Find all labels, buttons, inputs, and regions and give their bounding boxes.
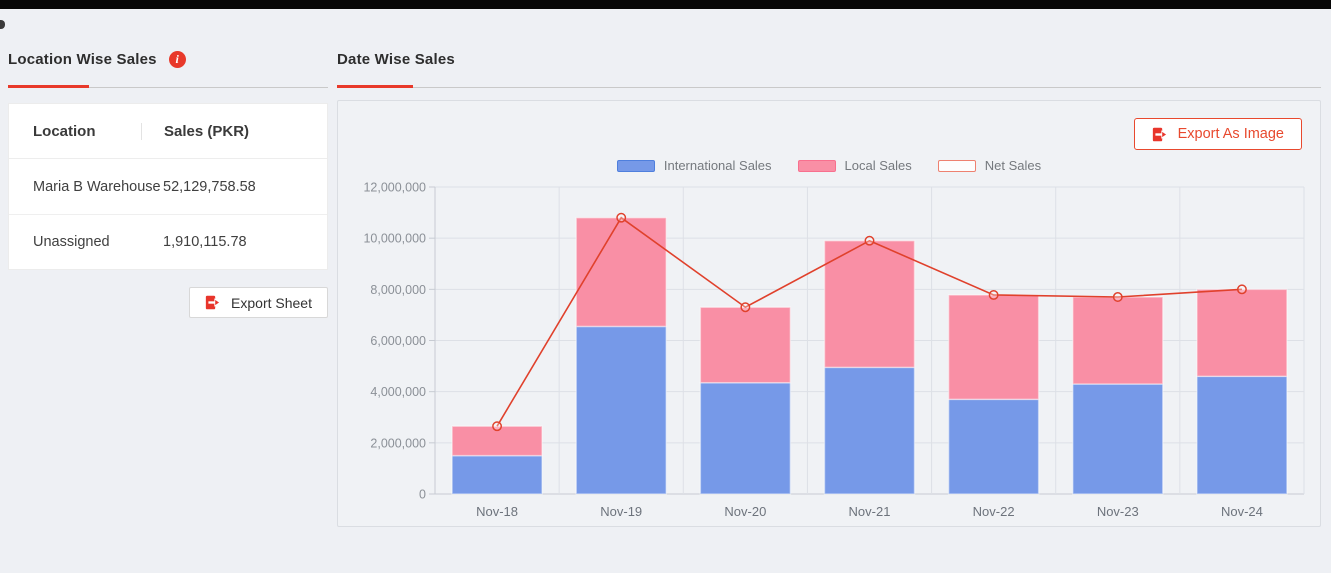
stacked-bar-line-chart: 0 2,000,000 4,000,000 6,000,000 8,000,000 10,… xyxy=(363,181,1305,519)
x-axis-label: Nov-20 xyxy=(724,504,766,519)
y-tick-label: 2,000,000 xyxy=(370,436,426,450)
table-row[interactable]: Unassigned 1,910,115.78 xyxy=(9,214,327,269)
net-sales-marker[interactable] xyxy=(740,302,751,313)
legend-label: International Sales xyxy=(663,158,772,173)
legend-label: Net Sales xyxy=(984,158,1042,173)
y-tick-label: 8,000,000 xyxy=(370,283,426,297)
y-tick-label: 0 xyxy=(419,488,426,502)
location-wise-sales-panel: Location Wise Sales i Location Sales (PK… xyxy=(8,48,328,318)
bar-local-sales[interactable] xyxy=(1196,288,1288,378)
y-tick-label: 4,000,000 xyxy=(370,385,426,399)
column-header-location: Location xyxy=(33,122,96,140)
y-tick-label: 12,000,000 xyxy=(363,181,426,195)
bar-local-sales[interactable] xyxy=(699,306,792,384)
net-sales-marker[interactable] xyxy=(864,235,875,246)
bar-international-sales[interactable] xyxy=(823,366,916,495)
legend-item-net-sales[interactable]: Net Sales xyxy=(937,158,1042,173)
info-icon[interactable]: i xyxy=(168,50,186,68)
legend-swatch xyxy=(616,159,655,172)
column-header-sales: Sales (PKR) xyxy=(141,122,303,140)
export-as-image-button[interactable]: Export As Image xyxy=(1133,118,1302,150)
edge-notch xyxy=(0,20,5,29)
x-axis-label: Nov-22 xyxy=(973,504,1015,519)
bar-international-sales[interactable] xyxy=(575,325,667,495)
legend-swatch xyxy=(797,159,836,172)
export-image-label: Export As Image xyxy=(1177,126,1284,142)
net-sales-marker[interactable] xyxy=(1112,292,1123,302)
bar-local-sales[interactable] xyxy=(1072,296,1164,385)
bar-local-sales[interactable] xyxy=(823,239,916,369)
export-sheet-label: Export Sheet xyxy=(231,294,312,311)
table-header-row: Location Sales (PKR) xyxy=(9,104,327,159)
date-wise-sales-chart-card: Export As Image International Sales Local… xyxy=(337,100,1321,527)
sales-cell: 1,910,115.78 xyxy=(163,234,247,250)
date-wise-sales-panel: Date Wise Sales Export As Image Internat… xyxy=(337,48,1321,527)
legend-item-local-sales[interactable]: Local Sales xyxy=(797,158,912,173)
y-tick-label: 6,000,000 xyxy=(370,334,426,348)
export-sheet-button[interactable]: Export Sheet xyxy=(189,287,328,318)
chart-legend: International Sales Local Sales Net Sales xyxy=(338,158,1320,173)
legend-item-international-sales[interactable]: International Sales xyxy=(616,158,772,173)
export-file-icon xyxy=(205,295,222,310)
bar-international-sales[interactable] xyxy=(451,454,543,495)
bar-local-sales[interactable] xyxy=(947,294,1040,401)
net-sales-line xyxy=(496,216,1242,427)
table-row[interactable]: Maria B Warehouse 52,129,758.58 xyxy=(9,159,327,214)
x-axis-label: Nov-24 xyxy=(1221,504,1263,519)
title-underline xyxy=(337,85,1321,88)
y-tick-label: 10,000,000 xyxy=(363,232,426,246)
x-axis-label: Nov-21 xyxy=(849,504,891,519)
window-top-bar xyxy=(0,0,1331,9)
legend-label: Local Sales xyxy=(844,158,912,173)
net-sales-marker[interactable] xyxy=(616,212,627,223)
title-underline xyxy=(8,85,328,88)
x-axis-label: Nov-19 xyxy=(600,504,642,519)
bar-international-sales[interactable] xyxy=(1196,375,1288,495)
bar-local-sales[interactable] xyxy=(575,216,667,328)
x-axis-label: Nov-23 xyxy=(1097,504,1139,519)
net-sales-marker[interactable] xyxy=(1236,284,1247,295)
date-panel-title: Date Wise Sales xyxy=(337,50,455,68)
export-image-icon xyxy=(1152,127,1169,142)
net-sales-marker[interactable] xyxy=(988,290,999,300)
bar-international-sales[interactable] xyxy=(1072,383,1164,495)
net-sales-marker[interactable] xyxy=(492,421,503,432)
location-sales-table: Location Sales (PKR) Maria B Warehouse 5… xyxy=(8,103,328,270)
legend-swatch xyxy=(937,159,976,172)
location-cell: Maria B Warehouse xyxy=(33,178,161,195)
location-cell: Unassigned xyxy=(33,234,110,250)
bar-international-sales[interactable] xyxy=(947,398,1040,495)
bar-international-sales[interactable] xyxy=(699,381,792,495)
x-axis-label: Nov-18 xyxy=(476,504,518,519)
sales-cell: 52,129,758.58 xyxy=(163,178,256,195)
location-panel-title: Location Wise Sales xyxy=(8,50,157,68)
